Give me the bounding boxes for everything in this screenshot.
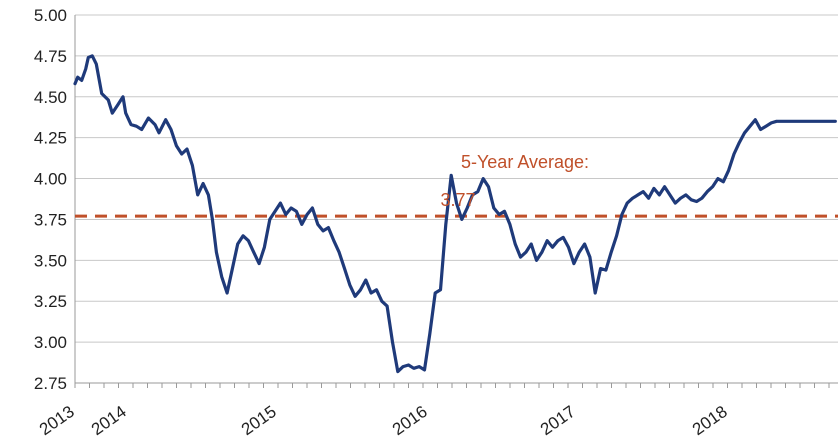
x-tick-label: 2014 — [88, 402, 130, 439]
series-layer — [73, 54, 837, 374]
y-tick-label: 4.75 — [34, 47, 67, 66]
x-tick-label: 2018 — [689, 402, 731, 439]
y-tick-label: 2.75 — [34, 374, 67, 393]
x-tick-label: 2015 — [238, 402, 280, 439]
annotation-layer: 5-Year Average: 3.77 — [440, 152, 589, 210]
gridlines — [74, 14, 838, 388]
series-line — [73, 54, 837, 374]
x-tick-label: 2016 — [389, 402, 431, 439]
x-axis-ticks: 2013 2014 2015 2016 2017 2018 — [36, 402, 731, 439]
y-tick-label: 4.00 — [34, 170, 67, 189]
y-tick-label: 3.50 — [34, 251, 67, 270]
average-annotation-value: 3.77 — [440, 190, 475, 210]
x-tick-label: 2013 — [36, 402, 78, 439]
average-annotation-label: 5-Year Average: — [461, 152, 589, 172]
y-tick-label: 3.25 — [34, 292, 67, 311]
x-tick-label: 2017 — [537, 402, 579, 439]
y-tick-label: 4.50 — [34, 88, 67, 107]
y-tick-label: 5.00 — [34, 6, 67, 25]
y-axis-ticks: 5.00 4.75 4.50 4.25 4.00 3.75 3.50 3.25 3.00 2.75 — [34, 6, 67, 393]
y-tick-label: 3.00 — [34, 333, 67, 352]
y-tick-label: 3.75 — [34, 210, 67, 229]
y-tick-label: 4.25 — [34, 129, 67, 148]
